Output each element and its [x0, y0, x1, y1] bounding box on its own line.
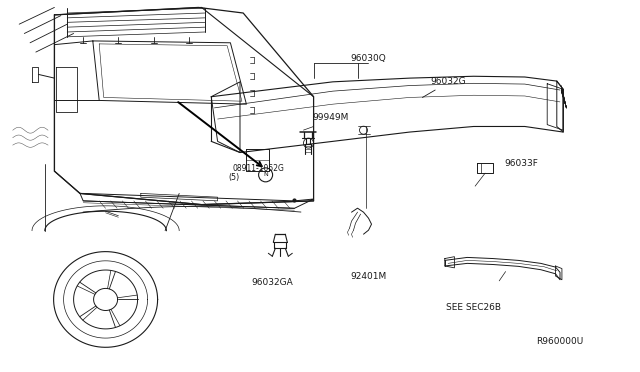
Text: R960000U: R960000U [536, 337, 584, 346]
Text: SEE SEC26B: SEE SEC26B [446, 303, 501, 312]
Text: N: N [263, 172, 268, 177]
Text: 08911-1052G: 08911-1052G [232, 164, 284, 173]
Text: 96033F: 96033F [504, 159, 538, 168]
Text: 96032G: 96032G [431, 77, 467, 86]
Text: (5): (5) [228, 173, 240, 182]
Text: 92401M: 92401M [351, 272, 387, 280]
Text: 96030Q: 96030Q [350, 54, 386, 63]
Text: 99949M: 99949M [312, 113, 349, 122]
Text: 96032GA: 96032GA [251, 278, 293, 287]
